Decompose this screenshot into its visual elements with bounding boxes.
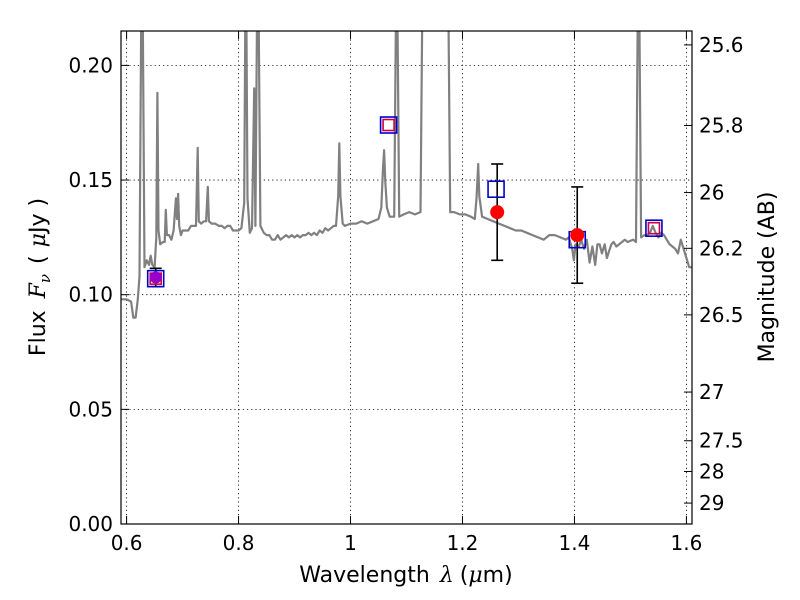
x-tick-label: 0.6 xyxy=(111,531,143,555)
x-tick-label: 1.2 xyxy=(447,531,479,555)
photometry-markers xyxy=(146,116,663,288)
y2-tick-label: 25.6 xyxy=(699,33,744,57)
y-tick-label: 0.10 xyxy=(68,283,113,307)
y-tick-label: 0.00 xyxy=(68,512,113,536)
x-axis-title-unit: m) xyxy=(483,563,513,588)
y-tick-label: 0.20 xyxy=(68,53,113,77)
x-axis-title-paren: ( xyxy=(460,563,469,588)
y2-tick-label: 27.5 xyxy=(699,429,744,453)
x-tick-label: 1 xyxy=(344,531,357,555)
y-tick-label: 0.15 xyxy=(68,168,113,192)
y2-tick-label: 29 xyxy=(699,491,724,515)
x-tick-label: 1.4 xyxy=(559,531,591,555)
y2-tick-label: 26.2 xyxy=(699,236,744,260)
y2-tick-label: 25.8 xyxy=(699,114,744,138)
x-tick-label: 0.8 xyxy=(223,531,255,555)
grid xyxy=(121,31,692,525)
y2-axis-title: Magnitude (AB) xyxy=(755,192,780,363)
y-axis-title-prefix: Flux xyxy=(26,310,51,356)
y-axis-title-sub: ν xyxy=(36,274,54,283)
y2-tick-label: 26 xyxy=(699,181,724,205)
y2-tick-label: 27 xyxy=(699,380,724,404)
x-axis-title-symbol: λ xyxy=(439,563,454,588)
model-photometry-square xyxy=(487,180,505,199)
model-spectrum-group xyxy=(121,31,692,319)
secondary-square-marker xyxy=(382,118,395,132)
model-spectrum-line xyxy=(121,31,692,319)
x-axis-title-prefix: Wavelength xyxy=(299,563,430,588)
observed-flux-point xyxy=(490,205,505,220)
axis-ticks: 0.6 0.8 1 1.2 1.4 1.6 0.00 0.05 0.10 0.15 0.20 25.6… xyxy=(68,31,744,555)
model-photometry-square xyxy=(146,269,165,288)
observed-flux-point xyxy=(149,271,162,284)
y-axis-title: Flux Fν ( μJy ) xyxy=(26,198,54,356)
y-axis-title-symbol: F xyxy=(26,282,51,299)
observed-flux-point xyxy=(570,228,585,243)
y-axis-title-unit: Jy ) xyxy=(26,198,51,235)
y-axis-title-mu: μ xyxy=(26,233,51,247)
x-axis-title: Wavelength λ (μm) xyxy=(299,563,512,588)
secondary-square-marker xyxy=(647,221,661,235)
x-tick-label: 1.6 xyxy=(670,531,702,555)
y-axis-title-paren: ( xyxy=(26,255,51,264)
plot-frame xyxy=(120,30,693,525)
y2-tick-label: 26.5 xyxy=(699,303,744,327)
model-photometry-square xyxy=(379,116,398,134)
y2-tick-label: 28 xyxy=(699,459,724,483)
y-tick-label: 0.05 xyxy=(68,397,113,421)
x-axis-title-mu: μ xyxy=(468,563,482,588)
model-photometry-square xyxy=(645,219,663,237)
